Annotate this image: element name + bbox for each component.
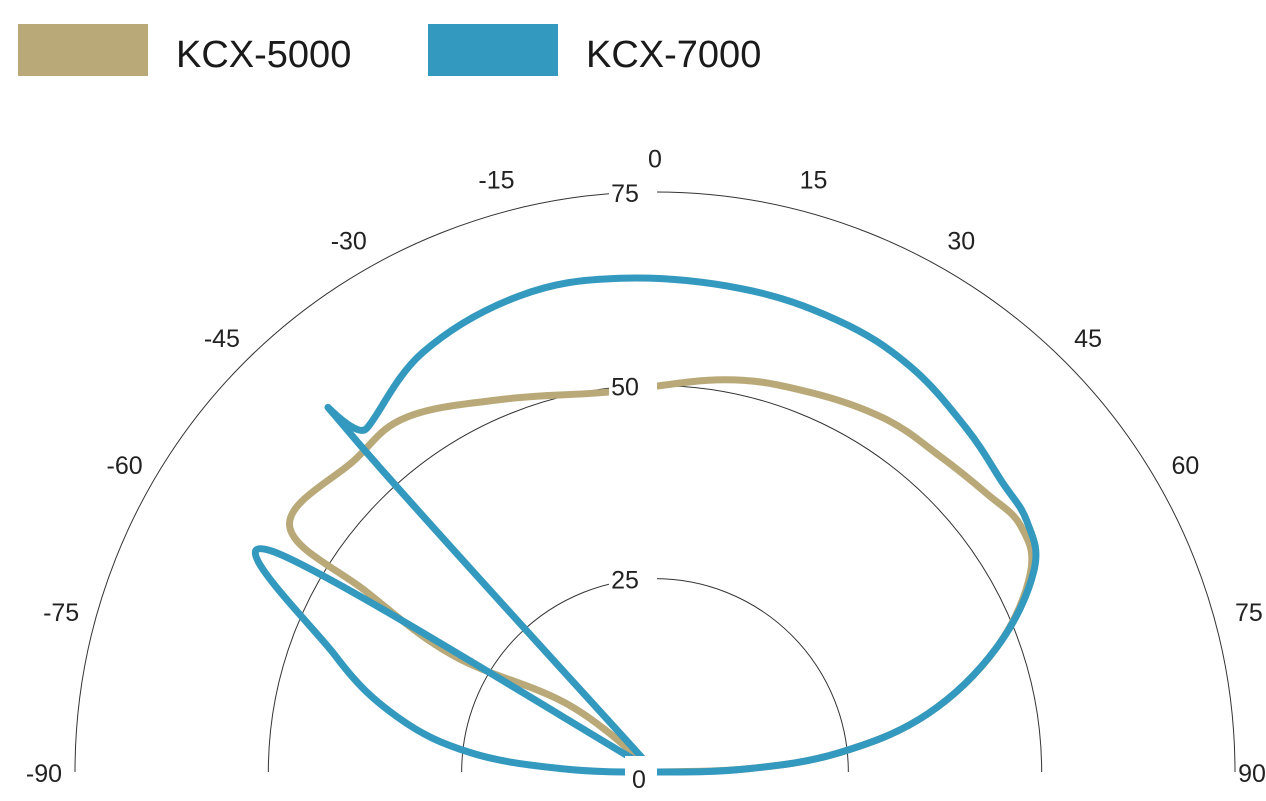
angle-tick-labels: -90 -75 -60 -45 -30 -15 0 15 30 45 60 75 90 bbox=[26, 146, 1266, 788]
angle-tick-90: 90 bbox=[1238, 760, 1266, 788]
radial-tick-label: 25 bbox=[611, 567, 639, 595]
legend: KCX-5000 KCX-7000 bbox=[18, 24, 761, 76]
radial-tick-0: 0 bbox=[625, 756, 657, 794]
radial-tick-50: 50 bbox=[609, 369, 657, 402]
radial-tick-bg bbox=[609, 176, 657, 208]
angle-tick--45: -45 bbox=[204, 325, 240, 353]
grid-ring-25 bbox=[461, 578, 849, 773]
radial-tick-bg bbox=[625, 756, 657, 788]
radial-tick-label: 75 bbox=[611, 180, 639, 208]
series-line-2 bbox=[252, 274, 1040, 776]
radial-tick-bg bbox=[609, 369, 657, 402]
angle-tick-60: 60 bbox=[1172, 452, 1200, 480]
legend-swatch-2 bbox=[428, 24, 558, 76]
legend-swatch-1 bbox=[18, 24, 148, 76]
angle-tick-45: 45 bbox=[1074, 325, 1102, 353]
angle-tick--90: -90 bbox=[26, 760, 62, 788]
series-layer bbox=[252, 274, 1040, 776]
legend-label-2: KCX-7000 bbox=[586, 34, 761, 76]
radial-tick-labels: 0 25 50 75 bbox=[609, 176, 657, 794]
angle-tick--15: -15 bbox=[478, 166, 514, 194]
radial-tick-label: 50 bbox=[611, 373, 639, 401]
angle-tick-0: 0 bbox=[648, 146, 662, 174]
radial-tick-75: 75 bbox=[609, 176, 657, 208]
radial-tick-bg bbox=[609, 562, 657, 595]
legend-label-1: KCX-5000 bbox=[176, 34, 351, 76]
angle-tick--60: -60 bbox=[107, 452, 143, 480]
series-line-1 bbox=[286, 376, 1036, 776]
angle-tick-75: 75 bbox=[1235, 599, 1263, 627]
radial-tick-label: 0 bbox=[632, 766, 646, 794]
angle-tick--75: -75 bbox=[43, 599, 79, 627]
angle-tick-15: 15 bbox=[800, 166, 828, 194]
radial-tick-25: 25 bbox=[609, 562, 657, 595]
angle-tick--30: -30 bbox=[331, 228, 367, 256]
angle-tick-30: 30 bbox=[947, 228, 975, 256]
